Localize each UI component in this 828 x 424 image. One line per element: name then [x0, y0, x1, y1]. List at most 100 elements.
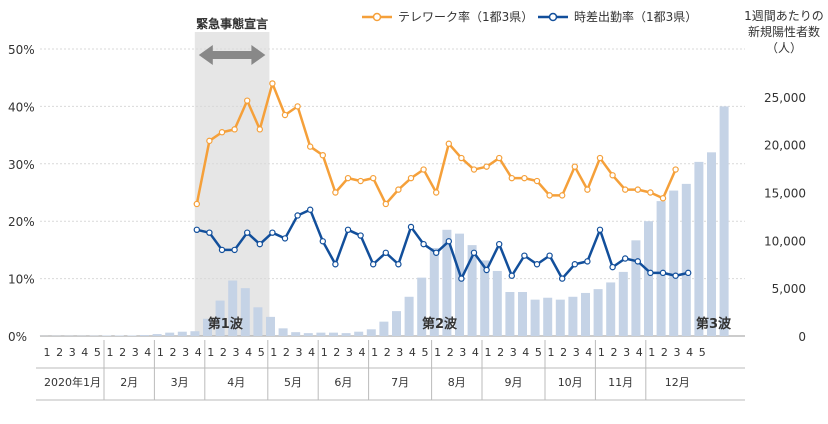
right-axis-ticks: 0 5,000 10,000 15,000 20,000 25,000: [764, 91, 806, 344]
cases-bar: [593, 289, 603, 336]
week-number: 1: [157, 346, 164, 359]
week-number: 5: [535, 346, 542, 359]
jisa-point: [243, 229, 251, 236]
telework-point: [596, 154, 604, 162]
month-label: 2月: [120, 376, 138, 389]
wave-label: 第2波: [422, 316, 458, 332]
jisa-point: [470, 249, 478, 256]
telework-point: [218, 129, 226, 136]
jisa-point: [685, 269, 692, 277]
week-number: 3: [573, 346, 580, 359]
telework-point: [407, 174, 415, 182]
left-tick-label: 0%: [8, 330, 27, 344]
week-number: 2: [497, 346, 504, 359]
jisa-point: [622, 255, 629, 262]
telework-point: [281, 111, 289, 119]
telework-point: [332, 189, 339, 196]
cases-bar: [656, 201, 666, 336]
month-label: 7月: [391, 376, 409, 389]
left-axis-ticks: 0% 10% 20% 30% 40% 50%: [8, 43, 35, 344]
jisa-point: [281, 235, 289, 242]
cases-bar: [228, 280, 238, 336]
cases-bar: [316, 332, 326, 336]
left-tick-label: 40%: [8, 100, 35, 114]
week-number: 5: [94, 346, 101, 359]
right-axis-title-line: 1週間あたりの: [744, 9, 824, 23]
jisa-point: [407, 223, 415, 231]
jisa-point: [659, 269, 667, 277]
telework-point: [533, 177, 541, 185]
cases-bar: [341, 333, 351, 336]
right-tick-label: 10,000: [764, 234, 806, 248]
month-label: 3月: [171, 376, 189, 389]
jisa-point: [332, 261, 339, 268]
week-number: 1: [270, 346, 277, 359]
week-number: 2: [611, 346, 618, 359]
cases-bar: [329, 332, 338, 336]
jisa-point: [231, 246, 238, 254]
jisa-point: [609, 263, 616, 271]
week-number: 4: [686, 346, 693, 359]
week-number: 5: [699, 346, 706, 359]
cases-bar: [530, 299, 540, 336]
telework-point: [357, 177, 364, 185]
legend: テレワーク率（1都3県） 時差出勤率（1都3県）: [362, 9, 697, 24]
telework-point: [521, 174, 528, 182]
week-number: 3: [132, 346, 139, 359]
telework-point: [206, 137, 213, 145]
week-number: 3: [69, 346, 76, 359]
telework-point: [647, 189, 654, 196]
month-label: 11月: [608, 376, 633, 389]
left-tick-label: 50%: [8, 43, 35, 57]
jisa-point: [382, 249, 389, 256]
week-number: 2: [283, 346, 290, 359]
week-number: 4: [195, 346, 202, 359]
cases-bar: [253, 307, 263, 336]
telework-point: [622, 186, 629, 193]
cases-bar: [631, 240, 641, 336]
emergency-arrow-icon: [198, 45, 266, 65]
month-label: 5月: [284, 376, 302, 389]
cases-bar: [555, 299, 565, 336]
jisa-point: [508, 272, 515, 279]
cases-bar: [429, 247, 439, 336]
cases-bar: [518, 291, 527, 336]
jisa-point: [596, 226, 604, 234]
week-number: 1: [648, 346, 655, 359]
cases-bar: [681, 183, 691, 336]
week-number: 4: [245, 346, 252, 359]
week-number: 4: [144, 346, 151, 359]
cases-bar: [266, 316, 275, 336]
month-label: 9月: [505, 376, 523, 389]
cases-bar: [404, 296, 414, 336]
telework-point: [370, 174, 377, 182]
left-tick-label: 10%: [8, 273, 35, 287]
week-number: 3: [346, 346, 353, 359]
cases-bar: [707, 152, 716, 336]
week-number: 4: [585, 346, 592, 359]
week-number: 5: [258, 346, 265, 359]
telework-point: [559, 192, 566, 199]
jisa-point: [357, 232, 364, 239]
jisa-point: [483, 266, 490, 274]
cases-bar: [719, 106, 729, 337]
cases-bar: [669, 190, 679, 336]
cases-bar: [140, 335, 149, 336]
cases-bar: [379, 321, 389, 336]
week-number: 4: [308, 346, 315, 359]
week-number: 4: [359, 346, 366, 359]
cases-bar: [417, 277, 427, 336]
week-number: 5: [422, 346, 429, 359]
month-axis: 2020年1月 2月 3月 4月 5月 6月 7月 8月 9月 10月 11月 12月: [36, 340, 745, 401]
month-label: 6月: [334, 376, 352, 389]
week-number: 1: [371, 346, 378, 359]
week-number: 4: [636, 346, 643, 359]
jisa-point: [433, 249, 440, 256]
telework-point: [395, 186, 402, 193]
cases-bar: [618, 271, 628, 336]
month-label: 10月: [558, 376, 583, 389]
jisa-point: [445, 238, 452, 245]
cases-bar: [203, 318, 212, 336]
